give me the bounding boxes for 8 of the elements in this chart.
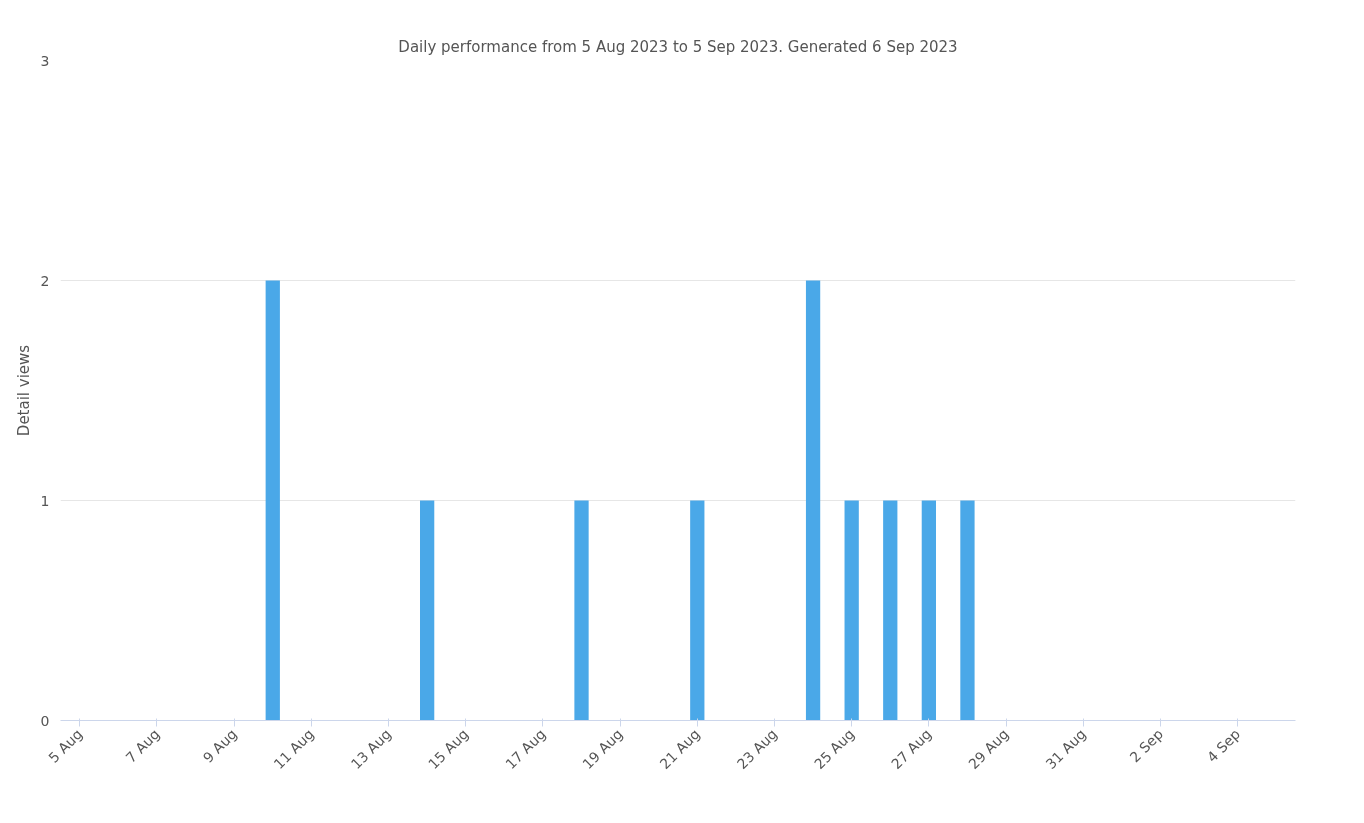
y-axis-title: Detail views [14,344,33,437]
y-tick-label: 3 [40,52,50,69]
x-tick-label: 4 Sep [1203,725,1244,766]
y-tick-label: 0 [40,712,50,729]
y-tick-label: 2 [40,272,50,289]
x-tick-label: 2 Sep [1126,725,1167,766]
y-tick-label: 1 [40,492,50,509]
chart-title: Daily performance from 5 Aug 2023 to 5 Sep 2023. Generated 6 Sep 2023 [398,37,958,56]
